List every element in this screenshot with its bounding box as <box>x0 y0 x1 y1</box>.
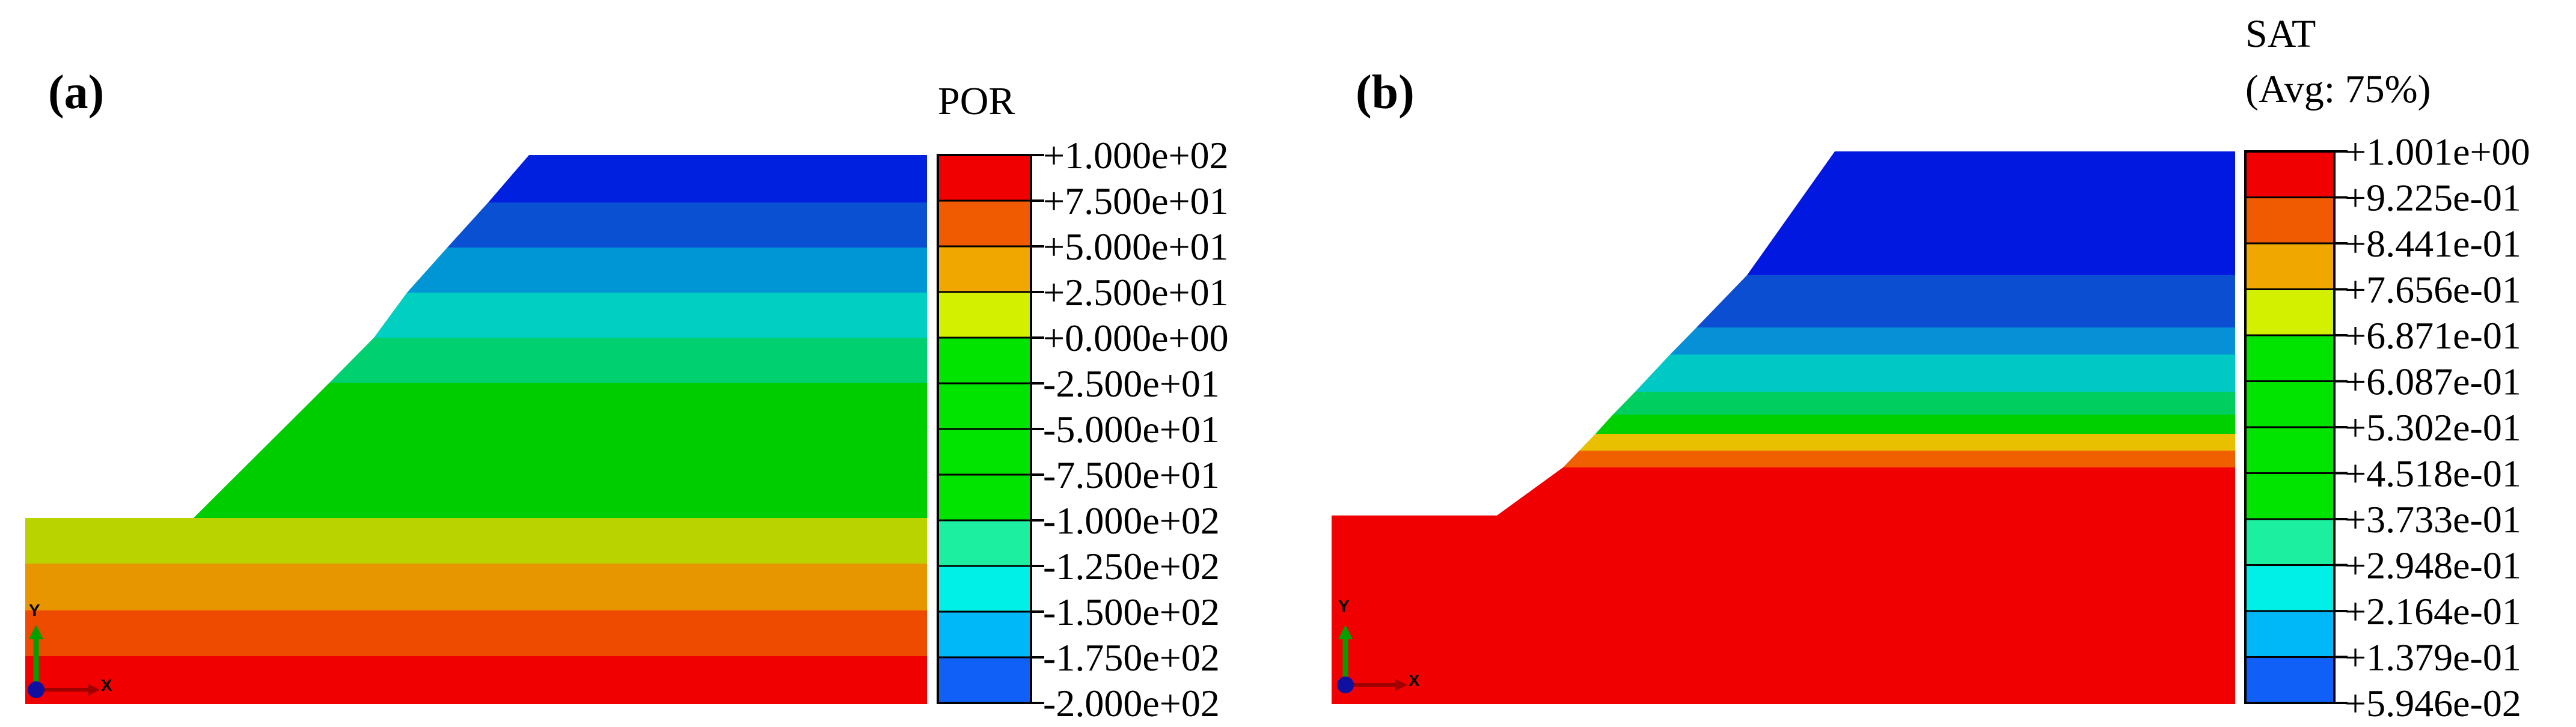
legend-value: -1.250e+02 <box>1043 545 1220 588</box>
contour-band <box>1696 275 2235 327</box>
legend-value: +3.733e-01 <box>2345 498 2521 541</box>
contour-band <box>194 383 927 518</box>
legend-title: SAT <box>2245 12 2316 56</box>
legend-swatch <box>2244 518 2336 566</box>
x-arrowhead <box>88 684 100 696</box>
legend-swatch <box>937 382 1032 430</box>
triad-x-label: X <box>101 676 112 695</box>
legend-swatch <box>937 565 1032 613</box>
legend-value: -2.000e+02 <box>1043 682 1220 725</box>
legend-por: POR +1.000e+02+7.500e+01+5.000e+01+2.500e… <box>937 79 1229 725</box>
legend-value: +2.164e-01 <box>2345 590 2521 633</box>
legend-value: +2.500e+01 <box>1043 271 1229 314</box>
panel-label-a: (a) <box>48 66 104 119</box>
legend-swatch <box>2244 242 2336 290</box>
legend-value: -1.750e+02 <box>1043 636 1220 679</box>
legend-value: +4.518e-01 <box>2345 452 2521 495</box>
legend-swatch <box>2244 426 2336 474</box>
legend-swatch <box>937 291 1032 339</box>
contour-band <box>488 155 927 202</box>
triad-origin <box>1337 677 1354 693</box>
legend-swatch <box>2244 564 2336 612</box>
legend-swatch <box>937 519 1032 567</box>
legend-swatch <box>937 428 1032 476</box>
contour-band <box>407 248 927 293</box>
legend-title: POR <box>938 79 1015 123</box>
legend-value: -1.500e+02 <box>1043 591 1220 633</box>
contour-band <box>1635 354 2235 392</box>
legend-value: +1.001e+00 <box>2345 130 2530 173</box>
legend-value: +7.656e-01 <box>2345 269 2521 311</box>
contour-band <box>25 610 927 657</box>
slope-model-b <box>1332 151 2235 704</box>
triad-origin <box>28 681 44 698</box>
legend-value: -2.500e+01 <box>1043 362 1220 405</box>
contour-band <box>1579 434 2235 451</box>
panel-a: (a) Y X POR +1.000e+02+7.500e+01+5.000e+0… <box>25 66 1229 725</box>
y-arrowhead <box>1338 625 1353 639</box>
legend-swatch <box>937 473 1032 522</box>
legend-swatch <box>2244 288 2336 336</box>
triad-y-label: Y <box>29 601 40 619</box>
legend-value: +8.441e-01 <box>2345 222 2521 265</box>
contour-band <box>25 656 927 704</box>
contour-band <box>25 564 927 612</box>
legend-swatch <box>937 656 1032 704</box>
legend-value: -1.000e+02 <box>1043 499 1220 542</box>
legend-value: +7.500e+01 <box>1043 180 1229 222</box>
panel-label-b: (b) <box>1356 66 1415 119</box>
legend-value: +1.379e-01 <box>2345 636 2521 679</box>
triad-a: Y X <box>28 601 112 698</box>
contour-band <box>329 338 927 383</box>
legend-swatch <box>2244 610 2336 658</box>
legend-swatch <box>937 336 1032 385</box>
legend-swatch <box>2244 656 2336 704</box>
legend-swatch <box>2244 472 2336 520</box>
y-arrowhead <box>29 625 43 639</box>
contour-band <box>1613 392 2235 415</box>
legend-value: +1.000e+02 <box>1043 134 1229 177</box>
legend-value: +2.948e-01 <box>2345 544 2521 587</box>
contour-band <box>1670 327 2235 354</box>
legend-value: +5.000e+01 <box>1043 225 1229 268</box>
contour-band <box>447 202 927 248</box>
legend-swatch <box>937 245 1032 293</box>
triad-b: Y X <box>1337 597 1420 693</box>
panel-b: (b) Y X SAT (Avg: 75%) +1.001e+00+9.225e-0… <box>1332 12 2530 725</box>
legend-swatch <box>2244 380 2336 428</box>
legend-value: +0.000e+00 <box>1043 317 1229 359</box>
legend-value: +6.087e-01 <box>2345 360 2521 403</box>
legend-swatch <box>2244 334 2336 382</box>
contour-band <box>1332 467 2235 704</box>
contour-band <box>1563 451 2235 467</box>
contour-band <box>1595 415 2235 434</box>
slope-model-a <box>25 155 927 704</box>
legend-value: +9.225e-01 <box>2345 177 2521 219</box>
legend-swatch <box>937 610 1032 659</box>
legend-value: -7.500e+01 <box>1043 454 1220 496</box>
legend-swatch <box>937 199 1032 248</box>
legend-swatch <box>937 154 1032 202</box>
legend-value: +5.946e-02 <box>2345 682 2521 725</box>
contour-band <box>25 518 927 565</box>
legend-sat: SAT (Avg: 75%) +1.001e+00+9.225e-01+8.441e… <box>2244 12 2530 725</box>
triad-x-label: X <box>1409 671 1420 690</box>
triad-y-label: Y <box>1338 597 1350 615</box>
legend-value: +5.302e-01 <box>2345 406 2521 449</box>
legend-value: +6.871e-01 <box>2345 314 2521 357</box>
contour-band <box>374 293 927 338</box>
x-arrowhead <box>1395 679 1407 691</box>
legend-swatch <box>2244 150 2336 198</box>
legend-value: -5.000e+01 <box>1043 408 1220 451</box>
legend-swatch <box>2244 196 2336 245</box>
legend-title: (Avg: 75%) <box>2245 67 2431 111</box>
contour-band <box>1747 151 2235 275</box>
